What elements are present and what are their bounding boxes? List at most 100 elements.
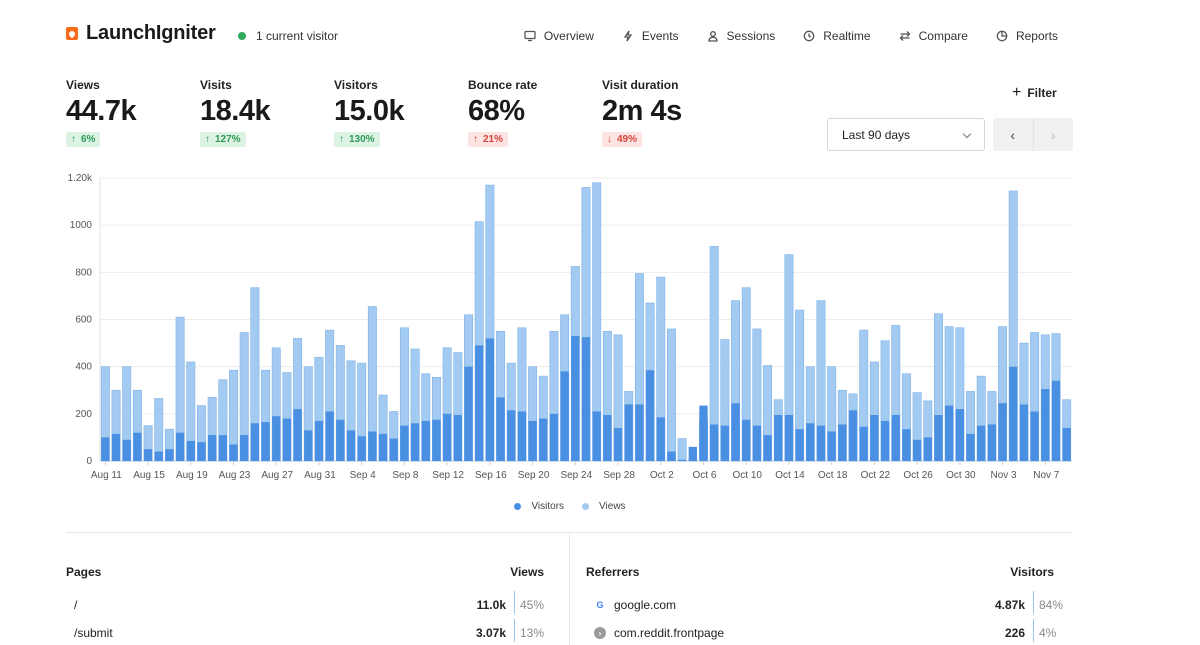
x-tick-label: Aug 11 (91, 470, 122, 481)
visitors-bar (806, 423, 815, 461)
legend-swatch (582, 503, 590, 510)
percent-bar (515, 619, 519, 642)
visitors-bar (336, 419, 345, 461)
metric-label: Visits (200, 78, 232, 92)
metric-bounce-rate[interactable]: Bounce rate 68% ↑ 21% (468, 78, 602, 147)
views-bar (677, 438, 687, 462)
visitors-bar (240, 435, 249, 461)
reddit-icon: › (594, 627, 606, 639)
metric-views[interactable]: Views 44.7k ↑ 6% (66, 78, 200, 147)
change-value: 130% (349, 134, 375, 145)
nav-label: Sessions (726, 29, 776, 43)
nav-compare[interactable]: Compare (899, 29, 968, 43)
chevron-down-icon (962, 129, 972, 139)
visitors-bar (603, 415, 612, 461)
visitors-bar (282, 418, 292, 461)
visitors-bar (1041, 389, 1050, 461)
panel-title[interactable]: Referrers (586, 565, 640, 579)
visitors-bar (998, 403, 1007, 461)
panel-metric-header: Visitors (1010, 565, 1054, 579)
filter-button[interactable]: + Filter (1012, 84, 1057, 101)
visitors-bar (111, 433, 121, 461)
panel-divider (569, 533, 570, 645)
x-tick-label: Nov 3 (991, 470, 1018, 481)
visitors-bar (442, 413, 452, 461)
site-name: LaunchIgniter (86, 22, 216, 44)
arrows-icon (899, 31, 911, 41)
visitors-bar (314, 420, 324, 461)
next-period-button[interactable]: › (1033, 118, 1073, 151)
date-range-value: Last 90 days (842, 127, 911, 142)
visitors-bar (720, 425, 730, 461)
visitors-bar (752, 425, 762, 461)
y-tick-label: 200 (75, 409, 92, 420)
panel-header: Pages Views (66, 565, 544, 579)
google-icon: G (596, 600, 604, 610)
change-badge: ↑ 130% (334, 132, 380, 147)
visitors-bar (784, 415, 794, 461)
arrow-up-icon: ↑ (339, 134, 344, 145)
visitors-bar (368, 431, 377, 461)
nav-reports[interactable]: Reports (996, 29, 1058, 43)
visitors-bar (272, 416, 281, 461)
traffic-bar-chart: 0 200 400 600 800 1000 1.20k Aug 11 Aug 15 Aug 19… (68, 173, 1072, 481)
change-badge: ↓ 49% (602, 132, 643, 147)
y-tick-label: 600 (75, 315, 92, 326)
visitors-bar (581, 337, 591, 461)
pages-panel: Pages Views / 11.0k 45% /submit 3.07k 13… (66, 565, 544, 645)
referrers-panel: Referrers Visitors G google.com 4.87k 84… (586, 565, 1063, 645)
nav-overview[interactable]: Overview (524, 29, 594, 43)
visitors-bar (923, 437, 932, 461)
x-tick-label: Nov 7 (1033, 470, 1060, 481)
list-item[interactable]: › com.reddit.frontpage 226 4% (586, 619, 1056, 645)
previous-period-button[interactable]: ‹ (993, 118, 1034, 151)
top-bar: LaunchIgniter 1 current visitor Overview… (66, 22, 1073, 50)
flame-logo-icon (66, 27, 78, 40)
chart-legend: Visitors Views (0, 501, 1140, 512)
list-item[interactable]: G google.com 4.87k 84% (586, 591, 1063, 619)
bolt-icon (623, 30, 633, 42)
metric-visit-duration[interactable]: Visit duration 2m 4s ↓ 49% (602, 78, 736, 147)
nav-realtime[interactable]: Realtime (803, 29, 871, 43)
brand[interactable]: LaunchIgniter (66, 22, 216, 45)
nav-sessions[interactable]: Sessions (707, 29, 776, 43)
list-item[interactable]: / 11.0k 45% (66, 591, 544, 619)
clock-icon (803, 30, 815, 42)
y-tick-label: 800 (75, 267, 92, 278)
plus-icon: + (1012, 84, 1022, 101)
arrow-up-icon: ↑ (205, 134, 210, 145)
metric-label: Visit duration (602, 78, 679, 92)
visitors-bar (944, 405, 954, 461)
metric-visitors[interactable]: Visitors 15.0k ↑ 130% (334, 78, 468, 147)
x-tick-label: Sep 8 (392, 470, 419, 481)
live-visitors-indicator[interactable]: 1 current visitor (238, 29, 338, 43)
date-range-select[interactable]: Last 90 days (827, 118, 985, 151)
referrer-label: › com.reddit.frontpage (594, 626, 724, 640)
visitors-bar (496, 397, 505, 461)
x-tick-label: Oct 6 (693, 470, 717, 481)
metric-value: 15.0k (334, 95, 405, 127)
visitors-bar (464, 366, 473, 461)
legend-swatch (514, 503, 522, 510)
panel-title[interactable]: Pages (66, 565, 102, 579)
legend-item-visitors[interactable]: Visitors (514, 501, 564, 512)
page-path: /submit (74, 626, 113, 640)
visitors-bar (229, 444, 238, 461)
visitors-bar (656, 417, 665, 461)
visitors-bar (731, 403, 740, 461)
date-pager: ‹ › (993, 118, 1073, 151)
visitors-bar (870, 415, 879, 461)
list-item[interactable]: /submit 3.07k 13% (66, 619, 544, 645)
visitors-bar (475, 345, 484, 461)
main-nav: Overview Events Sessions Realtime Compar… (496, 29, 1058, 43)
visitors-bar (560, 371, 569, 461)
referrer-name: google.com (614, 598, 677, 612)
visitors-bar (250, 423, 260, 461)
metric-visits[interactable]: Visits 18.4k ↑ 127% (200, 78, 334, 147)
filter-label: Filter (1027, 86, 1057, 100)
visitors-bar (378, 433, 388, 461)
legend-item-views[interactable]: Views (582, 501, 626, 512)
y-tick-label: 1000 (70, 220, 93, 231)
x-tick-label: Oct 22 (861, 470, 891, 481)
nav-events[interactable]: Events (622, 29, 679, 43)
